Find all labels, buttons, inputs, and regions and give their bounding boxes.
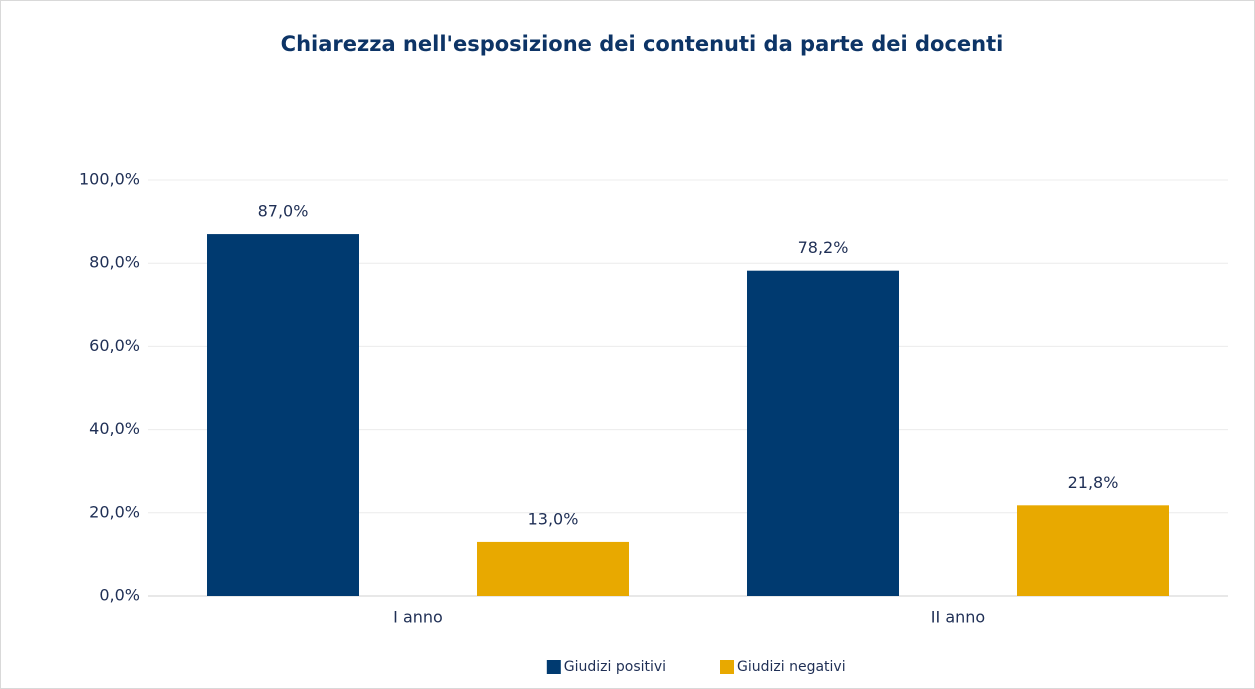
y-tick-label: 20,0% [89, 502, 140, 521]
y-tick-label: 100,0% [79, 170, 140, 189]
data-label: 87,0% [258, 202, 309, 221]
y-tick-label: 40,0% [89, 419, 140, 438]
y-tick-label: 60,0% [89, 336, 140, 355]
bar [747, 270, 899, 596]
y-tick-label: 0,0% [99, 586, 140, 605]
bar [1017, 505, 1169, 596]
legend-label: Giudizi positivi [564, 659, 666, 675]
bar [477, 541, 629, 596]
legend-label: Giudizi negativi [737, 659, 846, 675]
data-label: 78,2% [798, 238, 849, 257]
legend-swatch [546, 660, 561, 674]
y-tick-label: 80,0% [89, 253, 140, 272]
data-label: 21,8% [1068, 473, 1119, 492]
x-tick-label: II anno [931, 608, 985, 627]
x-tick-label: I anno [393, 608, 443, 627]
bar [207, 234, 359, 596]
legend-swatch [720, 660, 734, 674]
chart-title: Chiarezza nell'esposizione dei contenuti… [281, 32, 1004, 56]
data-label: 13,0% [528, 509, 579, 528]
